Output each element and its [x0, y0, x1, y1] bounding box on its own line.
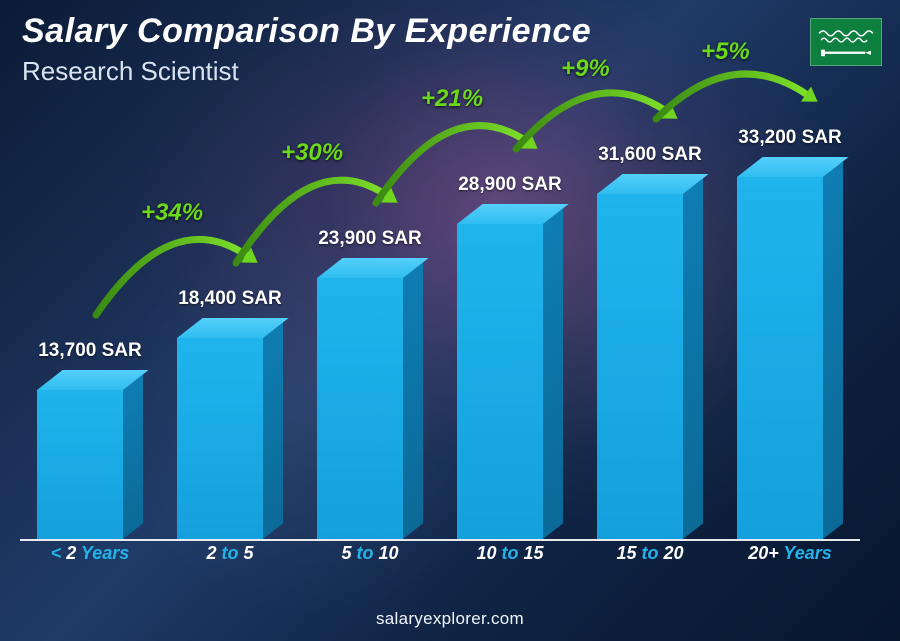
bar-side	[123, 374, 143, 539]
bar-front	[737, 177, 823, 539]
bar-front	[457, 224, 543, 539]
bar-slot: 31,600 SAR	[580, 130, 720, 539]
page-title: Salary Comparison By Experience	[22, 12, 591, 51]
infographic-stage: Salary Comparison By Experience Research…	[0, 0, 900, 641]
category-label: 15 to 20	[580, 543, 720, 571]
bar	[597, 174, 703, 539]
category-row: < 2 Years2 to 55 to 1010 to 1515 to 2020…	[20, 543, 860, 571]
bar-side	[543, 208, 563, 539]
bar	[457, 204, 563, 539]
bar-front	[177, 338, 263, 539]
category-label: 10 to 15	[440, 543, 580, 571]
bar	[317, 258, 423, 539]
bar-area: 13,700 SAR18,400 SAR23,900 SAR28,900 SAR…	[20, 130, 860, 539]
pct-increase-label: +9%	[561, 55, 610, 83]
bar	[737, 157, 843, 539]
bar	[37, 370, 143, 539]
bar-side	[683, 178, 703, 539]
x-axis-baseline	[20, 539, 860, 541]
bar-slot: 33,200 SAR	[720, 130, 860, 539]
category-label: < 2 Years	[20, 543, 160, 571]
bar-front	[597, 194, 683, 539]
category-label: 20+ Years	[720, 543, 860, 571]
pct-increase-label: +34%	[141, 199, 203, 227]
pct-increase-label: +5%	[701, 38, 750, 66]
bar-side	[823, 161, 843, 539]
bar-chart: 13,700 SAR18,400 SAR23,900 SAR28,900 SAR…	[20, 130, 860, 571]
page-subtitle: Research Scientist	[22, 56, 239, 87]
bar-front	[317, 278, 403, 539]
category-label: 2 to 5	[160, 543, 300, 571]
bar	[177, 318, 283, 539]
bar-side	[263, 322, 283, 539]
category-label: 5 to 10	[300, 543, 440, 571]
footer-credit: salaryexplorer.com	[0, 609, 900, 629]
bar-front	[37, 390, 123, 539]
pct-increase-label: +30%	[281, 139, 343, 167]
bar-side	[403, 262, 423, 539]
pct-increase-label: +21%	[421, 85, 483, 113]
